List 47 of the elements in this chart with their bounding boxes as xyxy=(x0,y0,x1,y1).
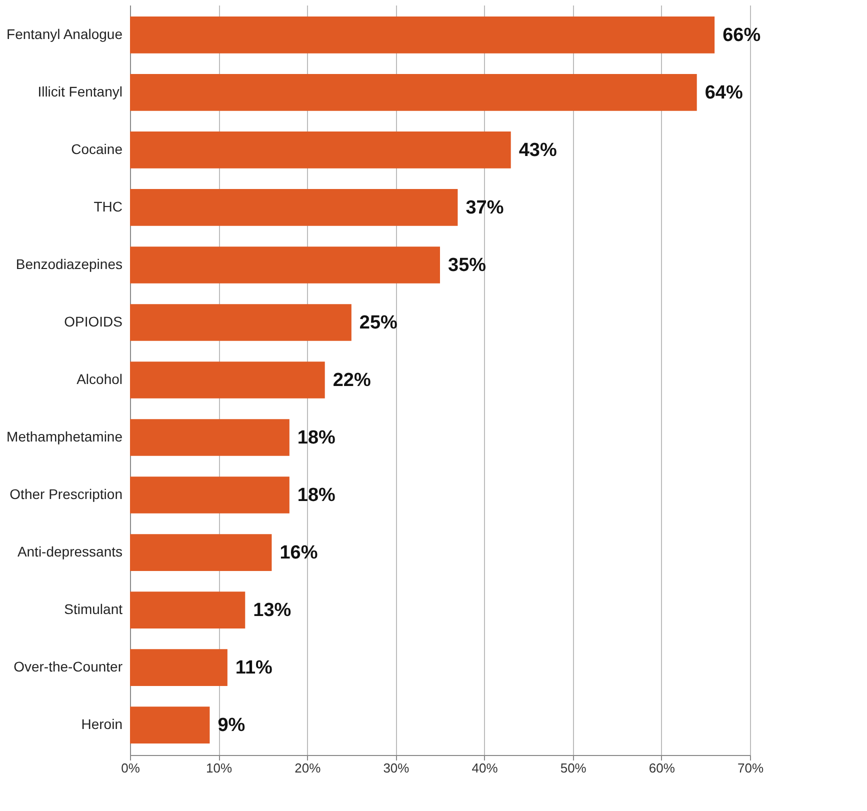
y-tick-label: THC xyxy=(94,198,122,214)
data-label: 37% xyxy=(466,197,504,218)
bar xyxy=(130,706,210,744)
bar xyxy=(130,304,352,341)
y-tick-label: Other Prescription xyxy=(10,486,122,502)
data-label: 11% xyxy=(235,658,273,679)
x-tick-label: 70% xyxy=(737,760,764,776)
data-label: 35% xyxy=(448,254,486,276)
x-tick-label: 50% xyxy=(560,760,587,776)
data-label: 16% xyxy=(280,542,318,564)
y-tick-label: Anti-depressants xyxy=(17,544,122,560)
y-tick-label: Heroin xyxy=(81,716,122,732)
bar xyxy=(130,246,440,284)
bar xyxy=(130,649,228,686)
bar xyxy=(130,476,290,514)
bar xyxy=(130,592,246,628)
x-tick-label: 10% xyxy=(206,760,233,776)
bar xyxy=(130,362,325,398)
data-label: 9% xyxy=(218,715,246,736)
y-tick-label: Over-the-Counter xyxy=(14,658,123,675)
y-tick-label: OPIOIDS xyxy=(64,313,122,330)
bar xyxy=(130,74,697,111)
bar xyxy=(130,16,715,54)
data-label: 64% xyxy=(704,82,743,104)
data-label: 22% xyxy=(332,370,371,391)
bar xyxy=(130,534,272,571)
y-tick-label: Alcohol xyxy=(76,371,122,387)
y-tick-label: Stimulant xyxy=(64,601,123,618)
data-label: 43% xyxy=(518,140,557,161)
y-tick-label: Methamphetamine xyxy=(6,428,123,445)
x-tick-label: 30% xyxy=(383,760,410,776)
y-tick-label: Fentanyl Analogue xyxy=(6,26,123,42)
y-tick-label: Benzodiazepines xyxy=(16,256,122,272)
y-tick-label: Cocaine xyxy=(71,140,123,157)
x-tick-label: 20% xyxy=(294,760,322,776)
bar xyxy=(130,189,458,226)
x-tick-label: 40% xyxy=(472,760,498,776)
data-label: 25% xyxy=(359,312,398,334)
data-label: 13% xyxy=(253,600,292,622)
bar xyxy=(130,132,511,168)
x-tick-label: 60% xyxy=(648,760,676,776)
bar xyxy=(130,419,290,456)
data-label: 66% xyxy=(722,24,761,46)
data-label: 18% xyxy=(297,428,336,449)
y-tick-label: Illicit Fentanyl xyxy=(38,83,122,100)
data-label: 18% xyxy=(297,485,336,506)
x-tick-label: 0% xyxy=(121,760,140,776)
